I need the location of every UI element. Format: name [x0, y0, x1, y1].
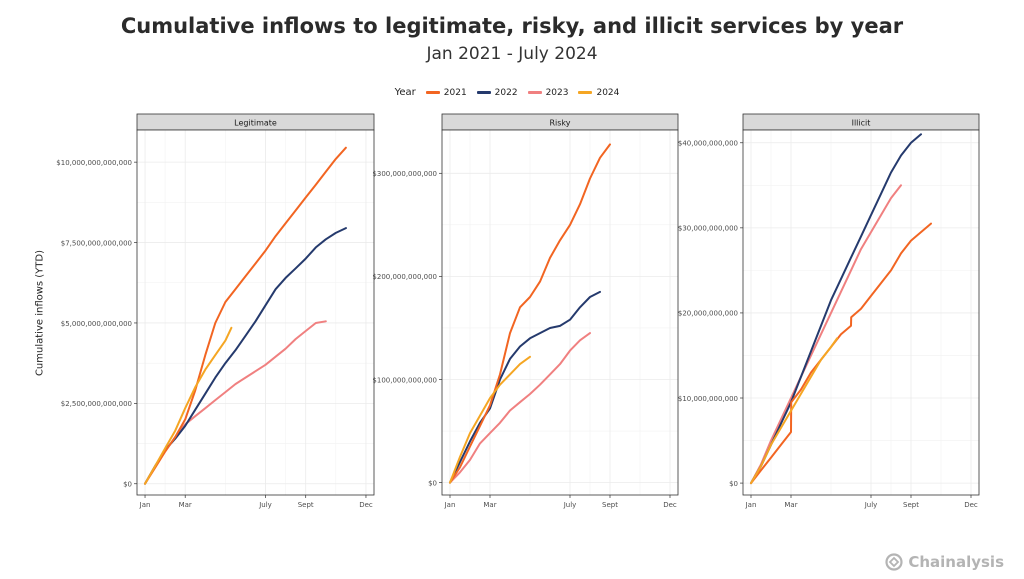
y-tick-label: $40,000,000,000 — [678, 140, 738, 148]
panel-border-legitimate — [136, 129, 375, 496]
x-tick-label: Dec — [964, 501, 978, 509]
legend: Year 2021 2022 2023 2024 — [0, 87, 1024, 98]
legend-label-2023: 2023 — [545, 87, 569, 98]
x-tick-label: Sept — [903, 501, 919, 509]
panel-background-illicit — [743, 130, 979, 495]
legend-item-2024: 2024 — [578, 88, 619, 98]
series-line-illicit-2022 — [750, 133, 922, 485]
series-line-illicit-2024 — [750, 337, 838, 485]
panel-title-risky: Risky — [549, 119, 570, 128]
x-tick-label: Dec — [359, 501, 373, 509]
x-tick-label: Dec — [663, 501, 677, 509]
x-tick-label: Mar — [483, 501, 496, 509]
legend-item-2021: 2021 — [425, 87, 467, 98]
y-tick-label: $100,000,000,000 — [372, 376, 437, 384]
y-tick-label: $5,000,000,000,000 — [61, 320, 132, 328]
panel-title-illicit: Illicit — [852, 119, 871, 128]
y-tick-label: $7,500,000,000,000 — [61, 239, 132, 247]
x-tick-label: Sept — [298, 501, 314, 509]
legend-label-2021: 2021 — [443, 87, 467, 98]
y-tick-label: $300,000,000,000 — [372, 170, 437, 178]
chainalysis-logo-icon — [885, 553, 903, 571]
y-tick-label: $10,000,000,000,000 — [56, 159, 132, 167]
series-line-legitimate-2022 — [144, 227, 347, 485]
y-tick-label: $200,000,000,000 — [372, 273, 437, 281]
x-tick-label: Mar — [179, 501, 192, 509]
chart-title: Cumulative inflows to legitimate, risky,… — [120, 14, 904, 38]
legend-item-2022: 2022 — [476, 87, 518, 98]
series-line-risky-2021 — [449, 143, 611, 484]
legend-swatch-2024 — [578, 91, 593, 94]
legend-item-2023: 2023 — [527, 87, 569, 98]
series-line-risky-2023 — [449, 332, 591, 484]
x-tick-label: Mar — [784, 501, 797, 509]
x-tick-label: July — [563, 501, 577, 509]
series-line-risky-2024 — [449, 355, 531, 484]
legend-swatch-2023 — [527, 91, 542, 94]
y-tick-label: $2,500,000,000,000 — [61, 400, 132, 408]
series-line-risky-2022 — [449, 290, 601, 484]
brand-logo: Chainalysis — [885, 553, 1004, 571]
x-tick-label: July — [864, 501, 878, 509]
y-tick-label: $0 — [428, 479, 437, 487]
panel-border-risky — [441, 129, 679, 496]
series-line-illicit-2021 — [750, 222, 932, 485]
legend-label-2022: 2022 — [494, 87, 518, 98]
series-line-legitimate-2021 — [144, 146, 347, 485]
legend-label-2024: 2024 — [596, 87, 620, 98]
y-tick-label: $30,000,000,000 — [678, 225, 738, 233]
x-tick-label: Jan — [745, 501, 757, 509]
y-tick-label: $0 — [729, 480, 738, 488]
legend-swatch-2022 — [476, 91, 491, 94]
y-tick-label: $0 — [123, 481, 132, 489]
x-tick-label: July — [258, 501, 272, 509]
panel-border-illicit — [742, 129, 980, 496]
x-tick-label: Sept — [602, 501, 618, 509]
x-tick-label: Jan — [444, 501, 456, 509]
panel-background-risky — [442, 130, 678, 495]
chart-subtitle: Jan 2021 - July 2024 — [426, 44, 598, 64]
series-line-illicit-2023 — [750, 184, 902, 485]
y-tick-label: $20,000,000,000 — [678, 310, 738, 318]
legend-title: Year — [394, 87, 416, 98]
brand-logo-text: Chainalysis — [908, 553, 1004, 571]
y-tick-label: $10,000,000,000 — [678, 395, 738, 403]
panel-title-legitimate: Legitimate — [234, 119, 277, 128]
x-tick-label: Jan — [139, 501, 151, 509]
series-line-legitimate-2024 — [144, 326, 233, 485]
legend-swatch-2021 — [425, 91, 440, 94]
